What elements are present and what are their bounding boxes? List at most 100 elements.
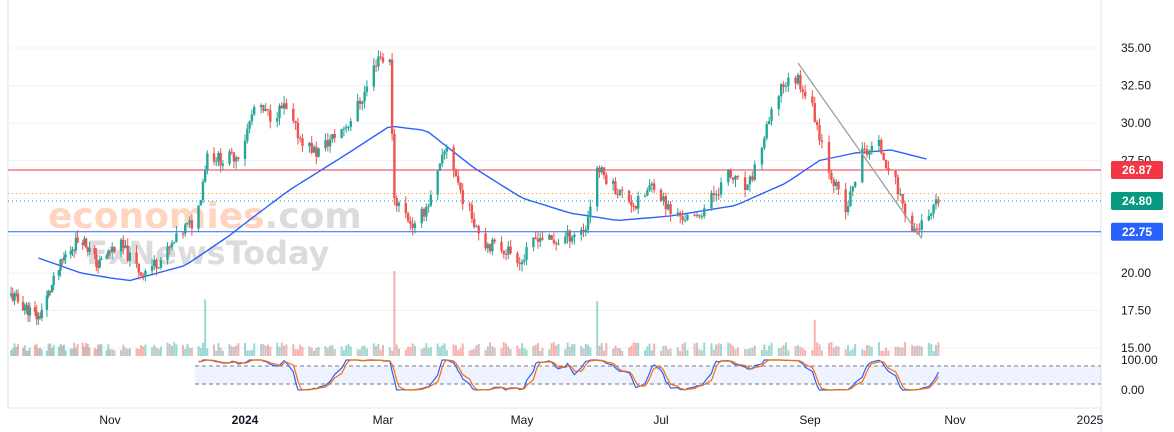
candle-body (595, 167, 599, 207)
candle-body (865, 149, 869, 155)
candle-body (37, 316, 40, 320)
candle-body (548, 235, 551, 240)
candle-body (630, 201, 633, 206)
candle-body (159, 260, 163, 268)
time-tick-label: May (511, 413, 534, 427)
volume-bar (548, 349, 551, 356)
candle-body (107, 250, 110, 256)
candle-body (550, 235, 553, 240)
volume-bar (15, 346, 18, 356)
volume-bar (461, 343, 464, 356)
volume-bar (142, 346, 145, 356)
candle-body (767, 121, 771, 125)
candle-body (712, 193, 716, 195)
volume-bar (217, 343, 220, 356)
stochastic-band (195, 366, 1101, 384)
volume-bar (47, 343, 50, 356)
price-tick-label: 15.00 (1121, 341, 1151, 355)
candle-body (516, 253, 519, 264)
candle-body (837, 181, 840, 190)
volume-bar (221, 350, 224, 356)
volume-bar (866, 344, 869, 356)
volume-bar (637, 342, 640, 356)
candle-body (184, 224, 187, 234)
volume-bar (299, 344, 302, 356)
watermark: economies.com FxNewsToday (48, 196, 362, 272)
candle-body (731, 177, 735, 180)
volume-bar (135, 348, 138, 356)
volume-bar (734, 349, 737, 356)
volume-bar (359, 349, 361, 356)
volume-bar (580, 346, 583, 356)
candle-body (534, 237, 537, 239)
volume-bar (555, 345, 558, 356)
candle-body (589, 206, 592, 218)
candle-body (475, 226, 478, 228)
candle-body (851, 186, 854, 192)
candle-body (186, 222, 189, 225)
volume-bar (847, 345, 850, 356)
volume-bar (885, 347, 888, 356)
time-tick-label: 2025 (1077, 413, 1104, 427)
volume-bar (700, 350, 703, 356)
volume-bar (712, 349, 715, 356)
time-tick-label: Mar (373, 413, 394, 427)
candle-body (784, 86, 788, 88)
candle-body (285, 103, 288, 109)
candle-body (920, 220, 923, 230)
candle-body (269, 110, 272, 122)
volume-bar (441, 345, 444, 356)
candle-body (59, 259, 62, 271)
volume-bar (828, 342, 831, 356)
volume-bar (166, 342, 169, 356)
candle-body (40, 309, 44, 318)
volume-bar (768, 345, 771, 356)
volume-bar (49, 343, 52, 356)
time-axis: Nov 2024 Mar May Jul Sep Nov 2025 (99, 413, 1103, 427)
volume-bar (899, 347, 902, 356)
watermark-word-economies: economies (48, 196, 265, 237)
price-badge-label: 24.80 (1122, 194, 1152, 208)
volume-bar (411, 343, 414, 356)
candle-body (175, 233, 178, 243)
volume-bar (937, 342, 940, 356)
volume-bar (541, 347, 544, 356)
candle-body (26, 304, 30, 316)
volume-bar (219, 347, 222, 356)
volume-bar (644, 350, 647, 356)
volume-bar (475, 345, 478, 356)
volume-bar (913, 346, 916, 356)
volume-bar (292, 344, 295, 356)
candle-body (246, 128, 249, 141)
volume-bar (199, 347, 202, 356)
price-badge-support (1111, 222, 1163, 241)
candle-body (686, 214, 689, 220)
candle-body (72, 249, 76, 251)
volume-bar (861, 349, 864, 356)
volume-bar (157, 349, 160, 356)
volume-bar (61, 345, 64, 356)
candle-body (50, 284, 54, 293)
candle-body (698, 214, 701, 217)
candle-body (813, 102, 816, 122)
volume-bar (605, 343, 608, 356)
volume-bar (404, 349, 407, 356)
candle-body (932, 204, 935, 214)
candle-body (62, 257, 66, 261)
volume-bar (276, 342, 279, 356)
volume-bar (600, 343, 603, 356)
candle-body (84, 238, 88, 248)
candle-body (681, 216, 684, 221)
volume-bar (582, 348, 585, 356)
volume-bar (397, 348, 400, 356)
volume-bar (484, 350, 487, 356)
candle-body (119, 239, 123, 252)
price-tick-label: 20.00 (1121, 266, 1151, 280)
volume-bar (93, 347, 96, 356)
candle-body (250, 114, 254, 122)
candle-body (96, 266, 100, 268)
volume-bar (85, 342, 88, 356)
volume-bar (260, 343, 263, 356)
volume-bar (81, 342, 84, 356)
volume-bar (365, 348, 368, 356)
